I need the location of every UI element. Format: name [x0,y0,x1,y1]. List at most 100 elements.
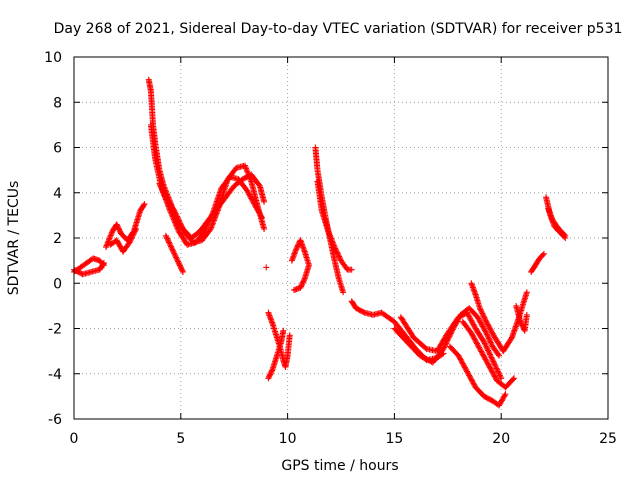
data-point [476,318,483,325]
data-point [268,368,275,375]
data-point [173,212,180,219]
data-point [169,246,176,253]
data-point [175,216,182,223]
series-arc-j [265,309,293,370]
data-point [164,236,171,243]
data-point [249,196,255,203]
series-arc-q [397,309,505,382]
data-point [100,259,107,266]
data-point [172,253,179,260]
data-point [250,199,257,206]
data-point [129,234,136,241]
data-point [163,234,170,241]
data-point [299,279,306,286]
data-point [468,376,475,383]
data-point [336,253,343,260]
series-arc-m [312,144,347,296]
data-point [131,228,138,235]
x-tick-label: 10 [279,431,297,447]
x-tick-label: 5 [176,431,185,447]
data-point [251,200,258,207]
data-point [116,226,123,233]
data-point [331,242,338,249]
data-point [162,232,169,239]
data-point [157,182,164,189]
data-point [116,227,123,234]
data-point [107,232,114,239]
data-point [480,324,487,331]
data-point [485,322,492,329]
data-point [487,326,494,333]
data-point [291,287,298,294]
data-point [457,356,464,363]
data-point [490,370,497,377]
data-point [487,339,494,346]
data-point [330,241,337,248]
data-point [179,267,186,274]
data-point [502,391,509,398]
data-point [561,231,568,238]
data-point [477,347,484,354]
data-point [251,202,258,209]
data-point [417,352,424,359]
data-point [326,231,333,238]
data-point [418,353,425,360]
data-point [267,370,274,377]
data-point [485,347,492,354]
data-point [103,242,110,249]
data-point [497,373,504,380]
data-point [332,246,339,253]
data-point [173,255,180,262]
data-point [263,264,270,271]
data-point [474,341,481,348]
data-point [492,374,499,381]
data-point [495,351,502,358]
data-point [328,235,335,242]
data-point [462,365,469,372]
data-point [469,318,476,325]
data-point [160,190,167,197]
data-point [539,251,546,258]
data-point [159,187,166,194]
data-point [424,356,431,363]
data-point [478,309,485,316]
series-arc-c [103,201,148,251]
data-point [325,229,332,236]
data-point [244,168,251,175]
data-point [132,225,139,232]
data-point [468,330,475,337]
data-point [179,268,186,275]
data-point [247,194,254,201]
data-point [485,335,492,342]
data-point [562,232,569,239]
data-point [166,239,173,246]
data-point [491,361,498,368]
data-point [334,249,341,256]
data-point [266,372,273,379]
axis-ticks [73,56,609,420]
data-point [483,320,490,327]
data-point [158,184,165,191]
data-point [472,337,479,344]
data-point [269,367,276,374]
data-point [488,329,495,336]
data-point [334,250,341,257]
data-point [461,363,468,370]
data-point [249,198,256,205]
x-tick-label: 0 [70,431,79,447]
y-tick-label: -4 [48,367,62,383]
data-point [473,340,480,347]
data-point [348,266,355,273]
data-point [160,188,167,195]
data-point [484,321,491,328]
data-point [300,278,307,285]
data-point [456,355,463,362]
data-point [170,249,177,256]
data-point [463,367,470,374]
data-point [494,366,501,373]
data-point [174,257,181,264]
data-point [244,187,251,194]
data-point [335,252,342,259]
data-point [473,339,480,346]
data-point [540,250,547,257]
